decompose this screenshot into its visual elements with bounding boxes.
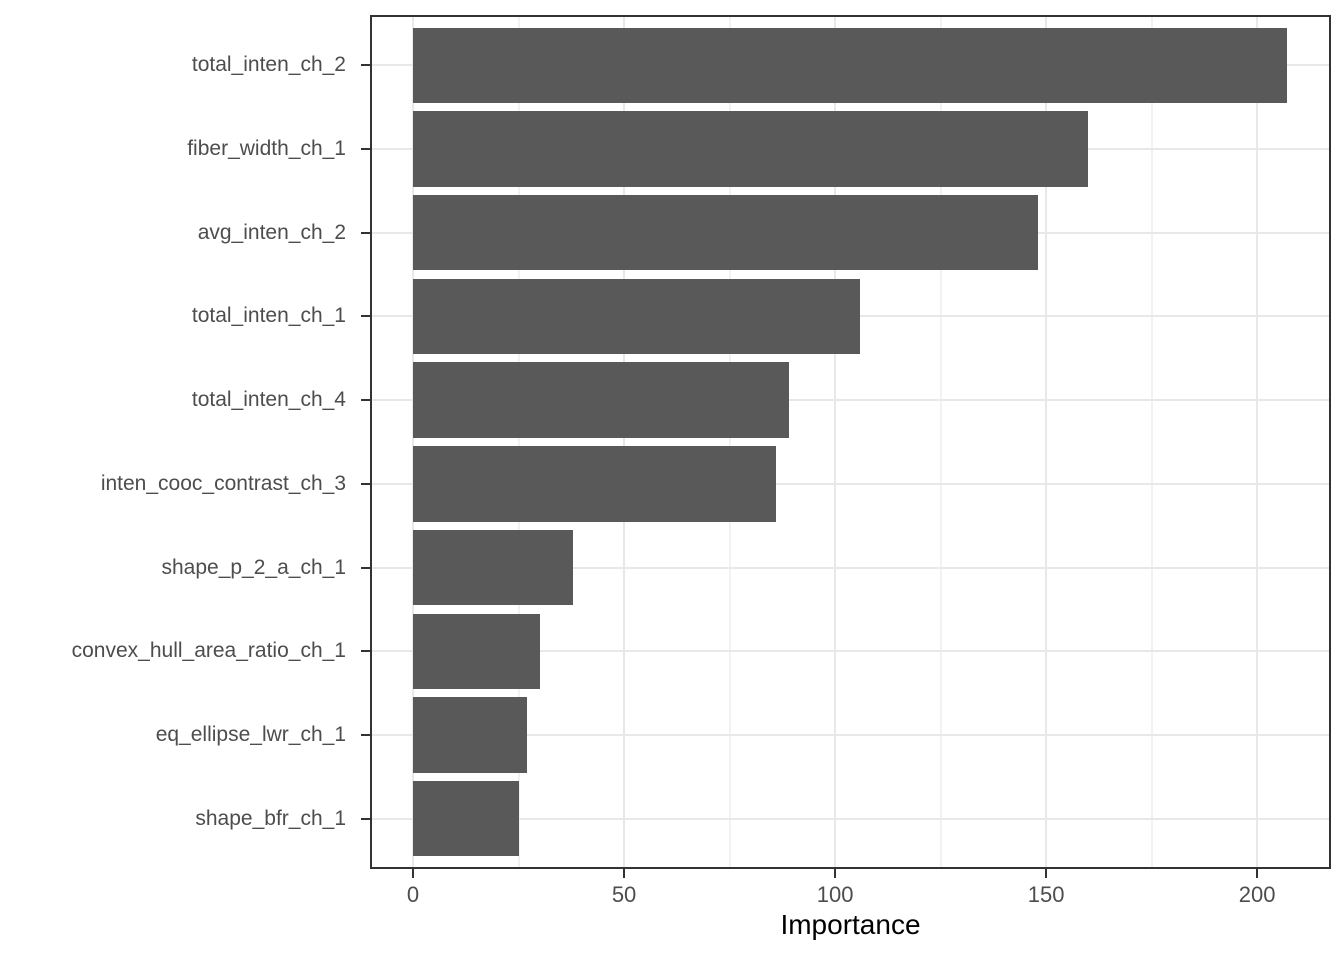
x-tick-label: 100 [816,882,854,907]
y-tick-mark [361,817,370,820]
bar [413,362,789,438]
y-tick-label: fiber_width_ch_1 [187,136,346,160]
gridline-major-horizontal [372,566,1329,569]
bar [413,697,527,773]
gridline-major-vertical [412,17,415,867]
bar [413,613,540,689]
gridline-major-horizontal [372,482,1329,485]
x-axis-title: Importance [780,909,921,940]
y-tick-mark [361,482,370,485]
y-tick-label: eq_ellipse_lwr_ch_1 [155,723,346,747]
gridline-major-horizontal [372,817,1329,820]
y-tick-mark [361,64,370,67]
y-tick-label: total_inten_ch_1 [191,304,346,328]
y-tick-label: avg_inten_ch_2 [197,220,346,244]
y-tick-label: shape_bfr_ch_1 [195,806,346,830]
y-tick-label: inten_cooc_contrast_ch_3 [100,471,346,495]
x-tick-mark [412,869,415,878]
gridline-major-horizontal [372,650,1329,653]
y-tick-label: shape_p_2_a_ch_1 [161,555,346,579]
y-tick-mark [361,566,370,569]
bar [413,446,776,522]
y-tick-mark [361,231,370,234]
y-tick-label: total_inten_ch_2 [191,53,346,77]
gridline-minor-vertical [728,17,731,867]
gridline-major-vertical [1045,17,1048,867]
bar [413,195,1038,271]
y-tick-label: convex_hull_area_ratio_ch_1 [71,639,346,663]
gridline-major-vertical [834,17,837,867]
gridline-minor-vertical [939,17,942,867]
y-tick-mark [361,734,370,737]
gridline-major-vertical [623,17,626,867]
x-tick-label: 50 [611,882,637,907]
x-tick-mark [834,869,837,878]
bar [413,111,1089,187]
y-tick-mark [361,315,370,318]
x-tick-mark [1045,869,1048,878]
bar [413,27,1287,103]
gridline-major-vertical [1256,17,1259,867]
x-tick-label: 150 [1027,882,1065,907]
gridline-minor-vertical [1150,17,1153,867]
y-tick-mark [361,650,370,653]
gridline-major-horizontal [372,399,1329,402]
bar [413,529,574,606]
plot-panel [370,15,1331,869]
bar [413,781,519,857]
gridline-minor-vertical [517,17,520,867]
x-tick-mark [623,869,626,878]
y-tick-mark [361,147,370,150]
x-tick-label: 200 [1238,882,1276,907]
bar-layer [372,17,1329,867]
x-tick-mark [1256,869,1259,878]
bar [413,278,861,355]
gridline-major-horizontal [372,734,1329,737]
x-tick-label: 0 [406,882,420,907]
y-tick-mark [361,399,370,402]
y-tick-label: total_inten_ch_4 [191,388,346,412]
